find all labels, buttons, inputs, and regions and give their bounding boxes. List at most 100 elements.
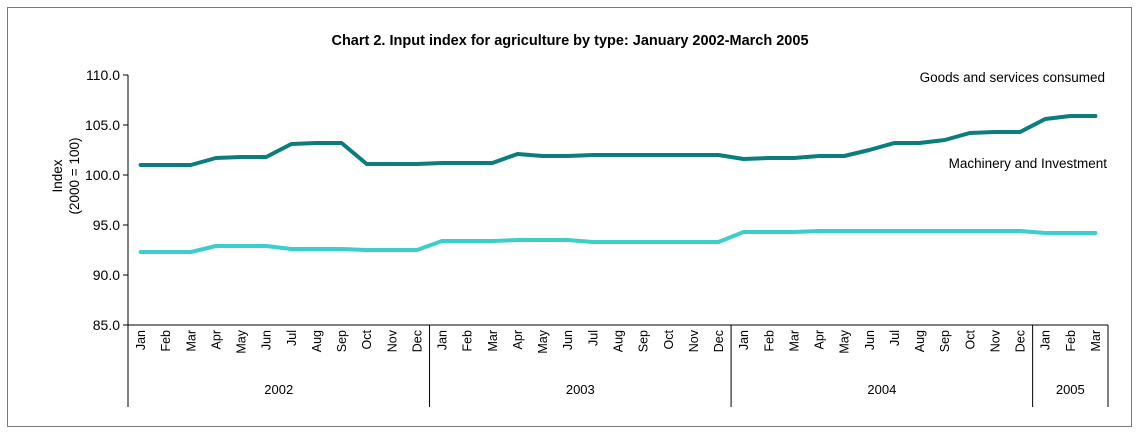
x-month-label: May — [235, 329, 249, 353]
x-month-label-group: Oct — [662, 329, 676, 349]
x-month-label-group: Apr — [209, 330, 223, 349]
x-month-label-group: Mar — [184, 330, 198, 352]
x-month-label-group: Jun — [863, 330, 877, 350]
x-month-label-group: Jul — [888, 330, 902, 346]
x-month-label-group: Jul — [586, 330, 600, 346]
x-month-label: Feb — [159, 330, 173, 352]
x-month-label-group: May — [536, 329, 550, 353]
x-month-label: Jul — [586, 330, 600, 346]
x-month-label: Feb — [461, 330, 475, 352]
x-month-label: Mar — [1089, 330, 1103, 352]
x-month-label: Jun — [561, 330, 575, 350]
series-line-machinery-and-investment — [138, 229, 1098, 254]
x-month-label-group: Dec — [410, 330, 424, 352]
x-month-label: Apr — [511, 330, 525, 349]
x-month-label-group: Nov — [988, 329, 1002, 352]
x-month-label-group: Nov — [687, 329, 701, 352]
x-month-label-group: Jan — [737, 330, 751, 350]
x-month-label-group: Sep — [335, 330, 349, 352]
x-month-label-group: Sep — [938, 330, 952, 352]
x-month-label: May — [838, 329, 852, 353]
x-month-label-group: Apr — [511, 330, 525, 349]
y-tick-label: 95.0 — [93, 217, 120, 233]
x-month-label: Dec — [410, 330, 424, 352]
y-tick-label: 100.0 — [85, 167, 120, 183]
x-month-label-group: Mar — [486, 330, 500, 352]
y-axis-label-line2: (2000 = 100) — [67, 138, 82, 215]
x-month-label-group: Jan — [134, 330, 148, 350]
x-month-label: Dec — [712, 330, 726, 352]
y-tick-label: 90.0 — [93, 267, 120, 283]
x-month-label-group: Oct — [360, 329, 374, 349]
series-label-machinery: Machinery and Investment — [949, 156, 1108, 171]
x-year-label: 2005 — [1056, 382, 1085, 397]
line-chart: Chart 2. Input index for agriculture by … — [50, 33, 1109, 407]
series-label-goods: Goods and services consumed — [920, 70, 1105, 85]
x-year-label: 2003 — [566, 382, 595, 397]
x-month-label: Nov — [687, 329, 701, 352]
x-month-label: Jan — [737, 330, 751, 350]
x-month-label: Oct — [360, 329, 374, 349]
chart-frame: Chart 2. Input index for agriculture by … — [7, 7, 1132, 427]
y-tick-label: 105.0 — [85, 117, 120, 133]
x-month-label: Jan — [1039, 330, 1053, 350]
x-month-label-group: Feb — [762, 330, 776, 352]
y-tick-label: 85.0 — [93, 317, 120, 333]
x-month-label: Nov — [988, 329, 1002, 352]
x-month-label: Sep — [637, 330, 651, 352]
x-month-label-group: Jan — [1039, 330, 1053, 350]
y-tick-label: 110.0 — [86, 67, 120, 83]
x-month-label-group: Apr — [813, 330, 827, 349]
x-month-label: Jun — [260, 330, 274, 350]
axes: 85.0 90.0 95.0 100.0 105.0 110.0 Jan Feb Mar Apr M… — [85, 67, 1109, 407]
x-month-label-group: May — [235, 329, 249, 353]
y-axis-label-line1: Index — [50, 159, 65, 192]
x-month-label: Feb — [762, 330, 776, 352]
x-month-label: Feb — [1064, 330, 1078, 352]
x-month-label-group: Dec — [712, 330, 726, 352]
x-month-label-group: Mar — [787, 330, 801, 352]
x-month-label: Mar — [184, 330, 198, 352]
chart-title: Chart 2. Input index for agriculture by … — [331, 33, 808, 49]
x-month-label-group: Feb — [1064, 330, 1078, 352]
x-month-label-group: Jun — [260, 330, 274, 350]
x-month-label: May — [536, 329, 550, 353]
x-month-label-group: Feb — [159, 330, 173, 352]
x-month-label: Sep — [938, 330, 952, 352]
x-month-label: Jul — [888, 330, 902, 346]
x-month-label-group: Feb — [461, 330, 475, 352]
x-year-label: 2004 — [867, 382, 896, 397]
x-month-label-group: Oct — [963, 329, 977, 349]
x-month-label-group: May — [838, 329, 852, 353]
y-axis-label: Index (2000 = 100) — [50, 138, 82, 215]
x-month-label: Mar — [486, 330, 500, 352]
x-month-label-group: Jan — [436, 330, 450, 350]
x-month-label-group: Aug — [612, 330, 626, 352]
series-line-goods-and-services — [138, 114, 1098, 167]
x-month-label-group: Mar — [1089, 330, 1103, 352]
plot-area — [138, 114, 1098, 254]
x-month-label: Jan — [134, 330, 148, 350]
x-month-label-group: Aug — [913, 330, 927, 352]
x-month-label-group: Nov — [385, 329, 399, 352]
x-month-label: Sep — [335, 330, 349, 352]
x-month-label: Jul — [285, 330, 299, 346]
x-month-label: Oct — [963, 329, 977, 349]
x-month-label: Jun — [863, 330, 877, 350]
x-month-label-group: Jun — [561, 330, 575, 350]
x-month-label-group: Sep — [637, 330, 651, 352]
x-month-label: Oct — [662, 329, 676, 349]
x-month-label: Aug — [612, 330, 626, 352]
x-month-label-group: Aug — [310, 330, 324, 352]
x-month-label: Apr — [813, 330, 827, 349]
x-month-label-group: Dec — [1014, 330, 1028, 352]
x-year-label: 2002 — [264, 382, 293, 397]
x-month-label: Jan — [436, 330, 450, 350]
x-month-label-group: Jul — [285, 330, 299, 346]
x-month-label: Dec — [1014, 330, 1028, 352]
x-month-label: Aug — [310, 330, 324, 352]
x-month-label: Aug — [913, 330, 927, 352]
x-month-label: Mar — [787, 330, 801, 352]
x-month-label: Nov — [385, 329, 399, 352]
x-month-label: Apr — [209, 330, 223, 349]
